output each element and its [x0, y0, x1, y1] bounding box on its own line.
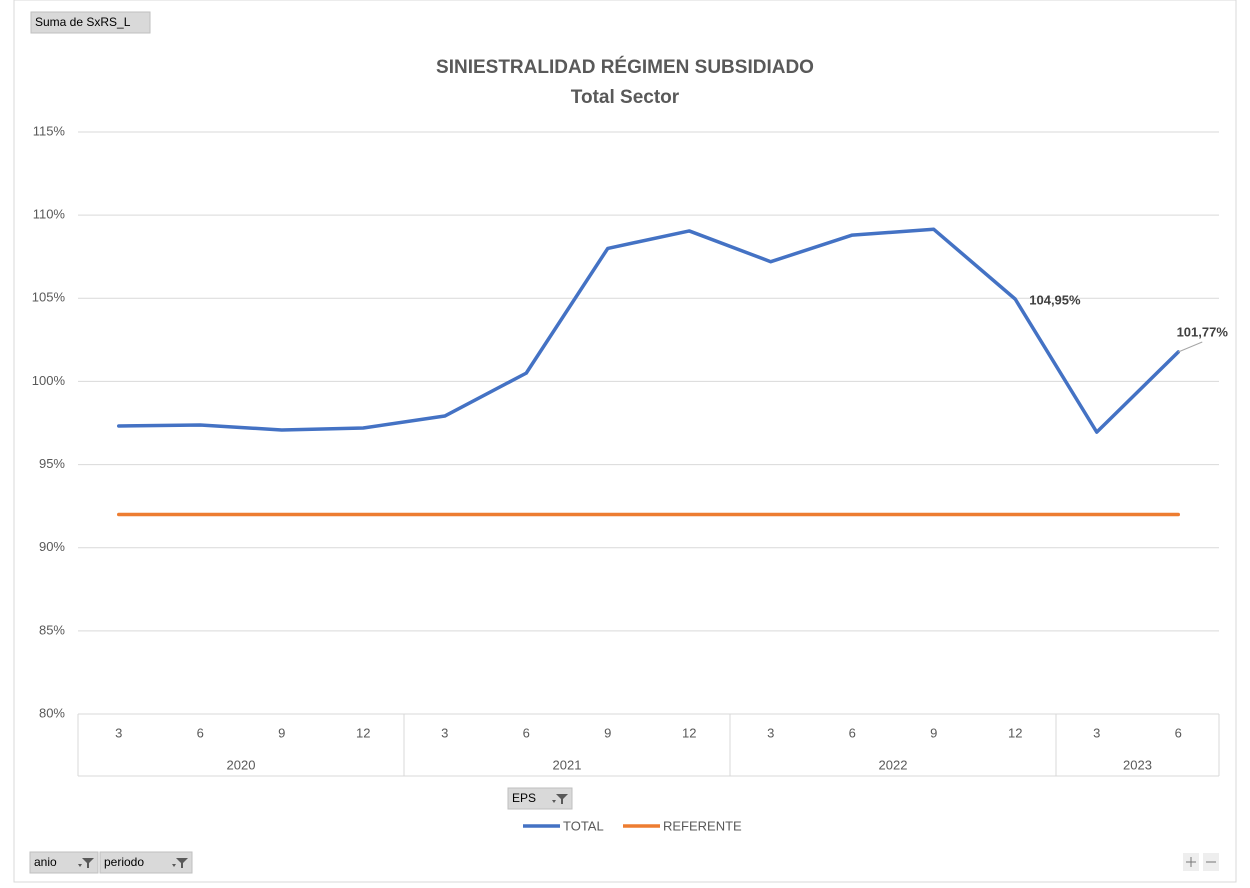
x-tick-label: 9 [278, 725, 285, 740]
series-line [117, 227, 1180, 434]
data-label: 101,77% [1177, 324, 1229, 339]
y-tick-label: 100% [32, 373, 66, 388]
button-label: Suma de SxRS_L [35, 15, 131, 29]
legend-label: TOTAL [563, 818, 604, 833]
x-tick-label: 12 [356, 725, 370, 740]
button-bg [29, 851, 99, 874]
button-bg [507, 787, 573, 810]
y-tick-label: 85% [39, 622, 65, 637]
pivot-button[interactable]: Suma de SxRS_L [30, 11, 151, 34]
y-tick-label: 95% [39, 456, 65, 471]
chart-subtitle: Total Sector [571, 87, 680, 108]
filter-icon [176, 858, 188, 868]
dropdown-icon [78, 864, 82, 867]
y-tick-label: 80% [39, 705, 65, 720]
x-tick-label: 6 [523, 725, 530, 740]
legend-label: REFERENTE [663, 818, 742, 833]
button-bg [30, 11, 151, 34]
dropdown-icon [552, 800, 556, 803]
chart-area [13, 0, 1237, 883]
x-tick-label: 3 [115, 725, 122, 740]
data-label: 104,95% [1029, 293, 1081, 308]
pivot-button[interactable]: EPS [507, 787, 573, 810]
x-tick-label: 6 [197, 725, 204, 740]
zoom-buttons[interactable] [1183, 853, 1219, 871]
x-group-label: 2022 [879, 757, 908, 772]
button-label: EPS [512, 791, 536, 805]
dropdown-icon [172, 864, 176, 867]
x-tick-label: 12 [1008, 725, 1022, 740]
button-label: anio [34, 855, 57, 869]
button-bg [99, 851, 193, 874]
filter-icon [556, 794, 568, 804]
x-group-label: 2021 [553, 757, 582, 772]
x-tick-label: 3 [441, 725, 448, 740]
pivot-button[interactable]: anio [29, 851, 99, 874]
pivot-button[interactable]: periodo [99, 851, 193, 874]
chart-title: SINIESTRALIDAD RÉGIMEN SUBSIDIADO [436, 56, 814, 78]
x-tick-label: 9 [604, 725, 611, 740]
x-group-label: 2020 [227, 757, 256, 772]
button-label: periodo [104, 855, 144, 869]
x-tick-label: 9 [930, 725, 937, 740]
filter-icon [82, 858, 94, 868]
x-tick-label: 3 [767, 725, 774, 740]
x-tick-label: 12 [682, 725, 696, 740]
x-group-label: 2023 [1123, 757, 1152, 772]
x-tick-label: 6 [1175, 725, 1182, 740]
y-tick-label: 110% [33, 207, 66, 222]
y-tick-label: 115% [33, 123, 66, 138]
x-tick-label: 3 [1093, 725, 1100, 740]
y-tick-label: 90% [39, 539, 65, 554]
label-leader [1178, 341, 1203, 353]
x-tick-label: 6 [849, 725, 856, 740]
y-tick-label: 105% [32, 290, 66, 305]
